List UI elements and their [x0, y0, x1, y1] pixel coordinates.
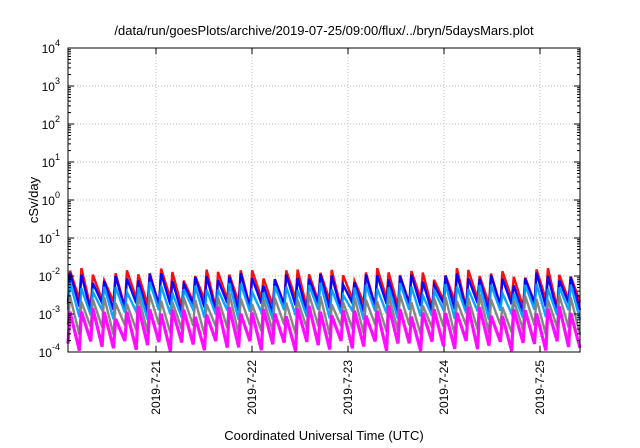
- y-tick-label: 102: [42, 114, 60, 132]
- y-tick-label: 10-3: [39, 304, 60, 322]
- x-tick-label: 2019-7-25: [533, 360, 547, 415]
- y-tick-label: 10-4: [39, 342, 60, 360]
- series-line: [66, 305, 582, 352]
- x-tick-label: 2019-7-23: [341, 360, 355, 415]
- x-axis-label: Coordinated Universal Time (UTC): [224, 428, 423, 443]
- y-axis: 104 103 102 101 100 10-1 10-2 10-3 10-4: [39, 38, 580, 360]
- y-tick-label: 100: [42, 190, 60, 208]
- y-axis-label: cSv/day: [26, 176, 41, 223]
- series-line: [66, 293, 582, 336]
- x-tick-label: 2019-7-21: [149, 360, 163, 415]
- x-tick-label: 2019-7-24: [437, 360, 451, 415]
- y-tick-label: 10-2: [39, 266, 60, 284]
- y-tick-label: 104: [42, 38, 60, 56]
- x-tick-label: 2019-7-22: [245, 360, 259, 415]
- y-tick-label: 103: [42, 76, 60, 94]
- chart-title: /data/run/goesPlots/archive/2019-07-25/0…: [114, 23, 534, 38]
- x-axis: 2019-7-21 2019-7-22 2019-7-23 2019-7-24 2019…: [149, 48, 547, 415]
- y-tick-label: 10-1: [39, 228, 60, 246]
- series-line: [66, 281, 582, 321]
- series-group: [66, 267, 582, 352]
- series-line: [66, 267, 582, 309]
- y-tick-label: 101: [42, 152, 60, 170]
- series-line: [66, 272, 582, 314]
